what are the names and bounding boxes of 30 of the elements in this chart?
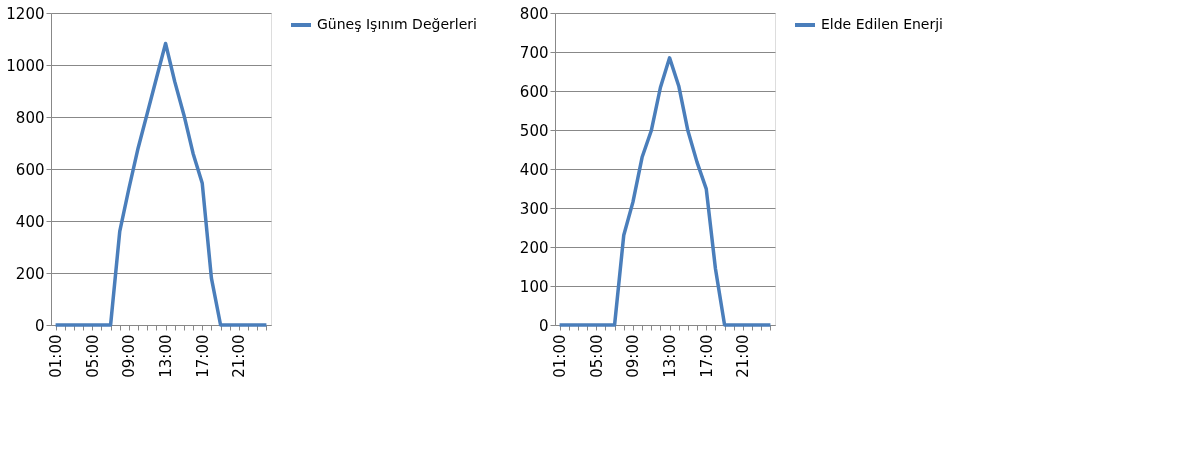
- x-tick-label: 13:00: [157, 334, 176, 378]
- y-tick-label: 200: [15, 264, 45, 283]
- y-tick-label: 500: [519, 121, 549, 140]
- y-tick-label: 300: [519, 199, 549, 218]
- x-tick-label: 01:00: [551, 334, 570, 378]
- x-tick-label: 17:00: [697, 334, 716, 378]
- y-tick-label: 0: [34, 316, 45, 335]
- y-tick-label: 400: [15, 212, 45, 231]
- y-tick-label: 100: [519, 277, 549, 296]
- legend-label: Elde Edilen Enerji: [821, 16, 944, 32]
- x-tick-label: 21:00: [734, 334, 753, 378]
- x-tick-label: 13:00: [661, 334, 680, 378]
- legend-label: Güneş Işınım Değerleri: [317, 16, 477, 32]
- y-tick-label: 200: [519, 238, 549, 257]
- x-tick-label: 21:00: [230, 334, 249, 378]
- y-tick-label: 1000: [6, 56, 45, 75]
- y-tick-label: 700: [519, 43, 549, 62]
- y-tick-label: 800: [519, 4, 549, 23]
- y-tick-label: 800: [15, 108, 45, 127]
- x-tick-label: 05:00: [587, 334, 606, 378]
- y-tick-label: 400: [519, 160, 549, 179]
- x-tick-label: 09:00: [120, 334, 139, 378]
- x-tick-label: 01:00: [47, 334, 66, 378]
- y-tick-label: 600: [15, 160, 45, 179]
- y-tick-label: 1200: [6, 4, 45, 23]
- x-tick-label: 09:00: [624, 334, 643, 378]
- x-tick-label: 05:00: [83, 334, 102, 378]
- x-tick-label: 17:00: [193, 334, 212, 378]
- y-tick-label: 0: [538, 316, 549, 335]
- y-tick-label: 600: [519, 82, 549, 101]
